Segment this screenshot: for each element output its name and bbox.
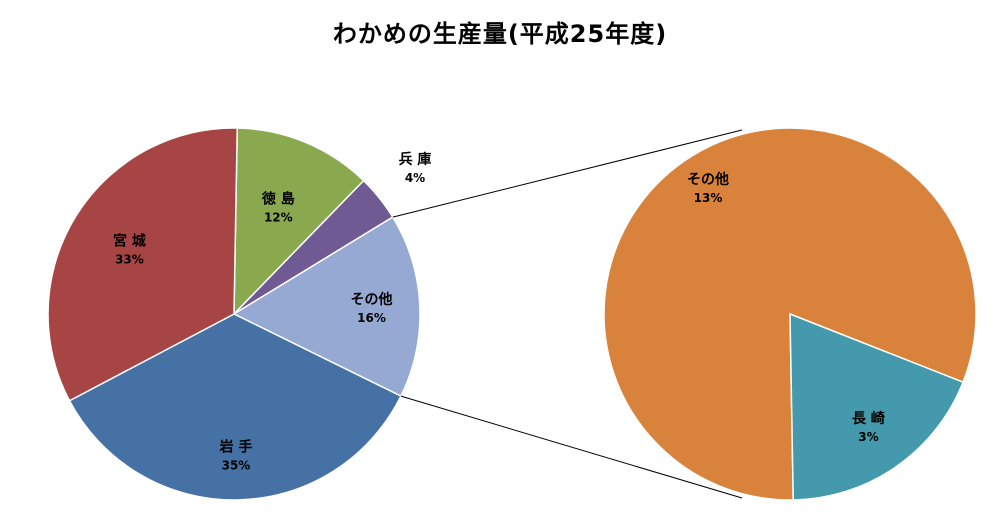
main-pie-slice-3-value-label: 35% [222, 458, 251, 472]
breakout-pie-slice-1 [789, 312, 965, 501]
connector-line-top [392, 129, 743, 218]
main-pie-slice-0-value-label: 12% [264, 211, 293, 225]
breakout-pie-slice-0-value-label: 13% [694, 191, 723, 205]
main-pie-slice-1-name-label: 兵 庫 [399, 151, 432, 168]
main-pie-slice-4-name-label: 宮 城 [113, 233, 146, 250]
connector-line-bottom [400, 395, 743, 499]
breakout-pie-slice-0-name-label: その他 [687, 171, 729, 188]
main-pie-slice-4 [47, 127, 239, 402]
main-pie-slice-3 [68, 313, 402, 501]
chart-title: わかめの生産量(平成25年度) [332, 20, 668, 48]
main-pie-slice-2 [232, 216, 421, 398]
main-pie-slice-0 [233, 127, 365, 316]
main-pie-slice-2-name-label: その他 [350, 291, 392, 308]
breakout-pie-slice-1-value-label: 3% [858, 430, 878, 444]
main-pie-slice-1-value-label: 4% [405, 171, 425, 185]
breakout-pie-slice-1-name-label: 長 崎 [852, 410, 885, 427]
main-pie-slice-0-name-label: 徳 島 [261, 191, 295, 208]
main-pie-slice-4-value-label: 33% [115, 253, 144, 267]
main-pie-slice-3-name-label: 岩 手 [219, 438, 253, 455]
main-pie-slice-2-value-label: 16% [357, 311, 386, 325]
